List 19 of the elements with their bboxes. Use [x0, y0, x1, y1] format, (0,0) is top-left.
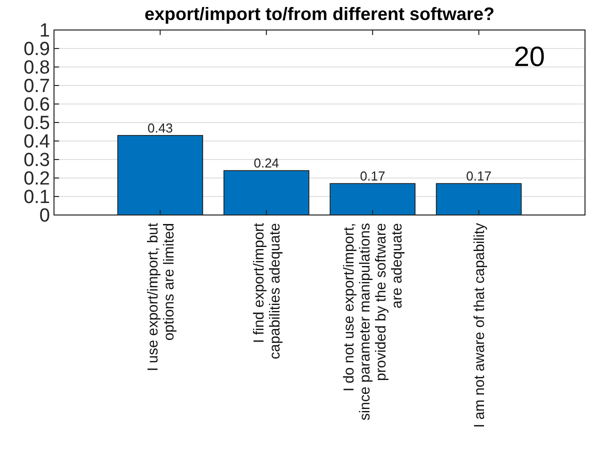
chart-title: export/import to/from different software?: [144, 4, 495, 24]
data-label: 0.24: [254, 156, 280, 171]
y-tick-label: 0: [39, 206, 50, 227]
y-tick-label: 0.4: [24, 132, 50, 153]
data-label: 0.17: [466, 168, 492, 184]
y-tick-label: 0.5: [24, 113, 50, 134]
y-tick-label: 0.7: [24, 76, 50, 98]
y-tick-label: 0.2: [24, 168, 50, 190]
y-tick-label: 0.1: [24, 187, 50, 208]
y-tick-label: 0.9: [24, 39, 50, 60]
annotation: 20: [514, 41, 545, 72]
y-tick-label: 0.6: [24, 94, 50, 116]
x-tick-label: I use export/import, but options are limited: [145, 223, 178, 372]
y-tick-label: 0.8: [24, 58, 50, 79]
data-label: 0.43: [148, 120, 173, 136]
x-tick-label: I am not aware of that capability: [472, 222, 488, 428]
data-label: 0.17: [360, 168, 386, 184]
y-tick-label: 1: [39, 20, 50, 42]
y-tick-label: 0.3: [24, 150, 50, 172]
